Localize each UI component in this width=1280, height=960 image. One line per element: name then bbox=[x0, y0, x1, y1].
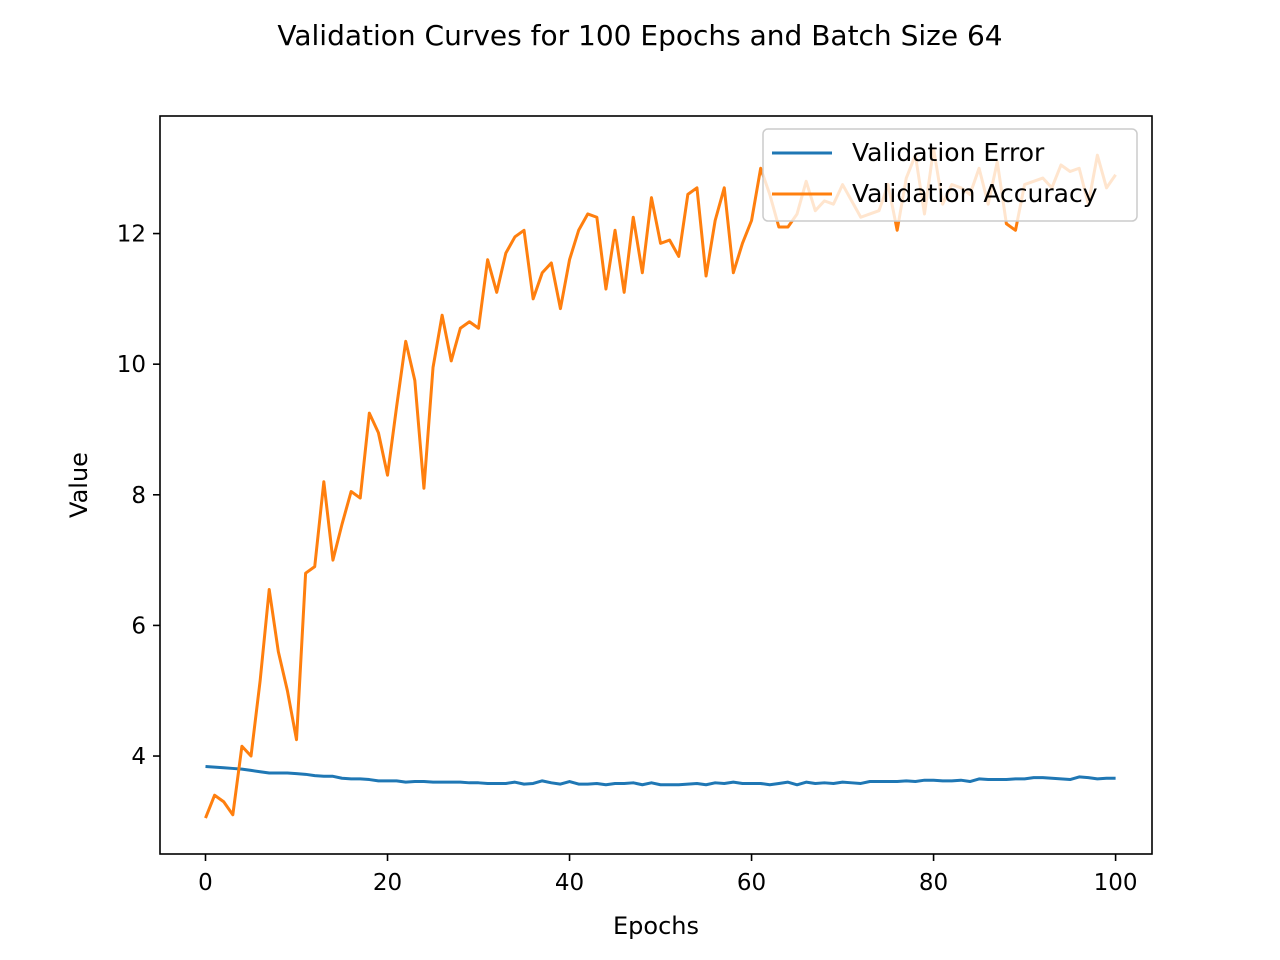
x-tick-label: 60 bbox=[737, 870, 766, 896]
x-tick-label: 20 bbox=[373, 870, 402, 896]
plot-frame bbox=[159, 115, 1153, 855]
legend: Validation Error Validation Accuracy bbox=[762, 128, 1138, 222]
y-axis-ticks: 4 6 8 10 12 bbox=[117, 222, 160, 770]
x-axis-label: Epochs bbox=[613, 912, 699, 940]
y-tick-label: 4 bbox=[131, 744, 146, 770]
x-tick-label: 40 bbox=[555, 870, 584, 896]
y-tick-label: 8 bbox=[131, 483, 146, 509]
x-tick-label: 80 bbox=[919, 870, 948, 896]
y-tick-label: 12 bbox=[117, 222, 146, 248]
series-line-validation-error bbox=[205, 764, 1116, 787]
legend-label-validation-error: Validation Error bbox=[852, 138, 1045, 167]
x-tick-label: 100 bbox=[1094, 870, 1138, 896]
x-tick-label: 0 bbox=[198, 870, 213, 896]
x-axis-ticks: 0 20 40 60 80 100 bbox=[198, 854, 1138, 896]
legend-box bbox=[762, 128, 1138, 222]
y-tick-label: 10 bbox=[117, 352, 146, 378]
legend-label-validation-accuracy: Validation Accuracy bbox=[852, 179, 1098, 208]
y-tick-label: 6 bbox=[131, 613, 146, 639]
y-axis-label: Value bbox=[65, 452, 93, 518]
chart-title: Validation Curves for 100 Epochs and Bat… bbox=[277, 19, 1002, 52]
